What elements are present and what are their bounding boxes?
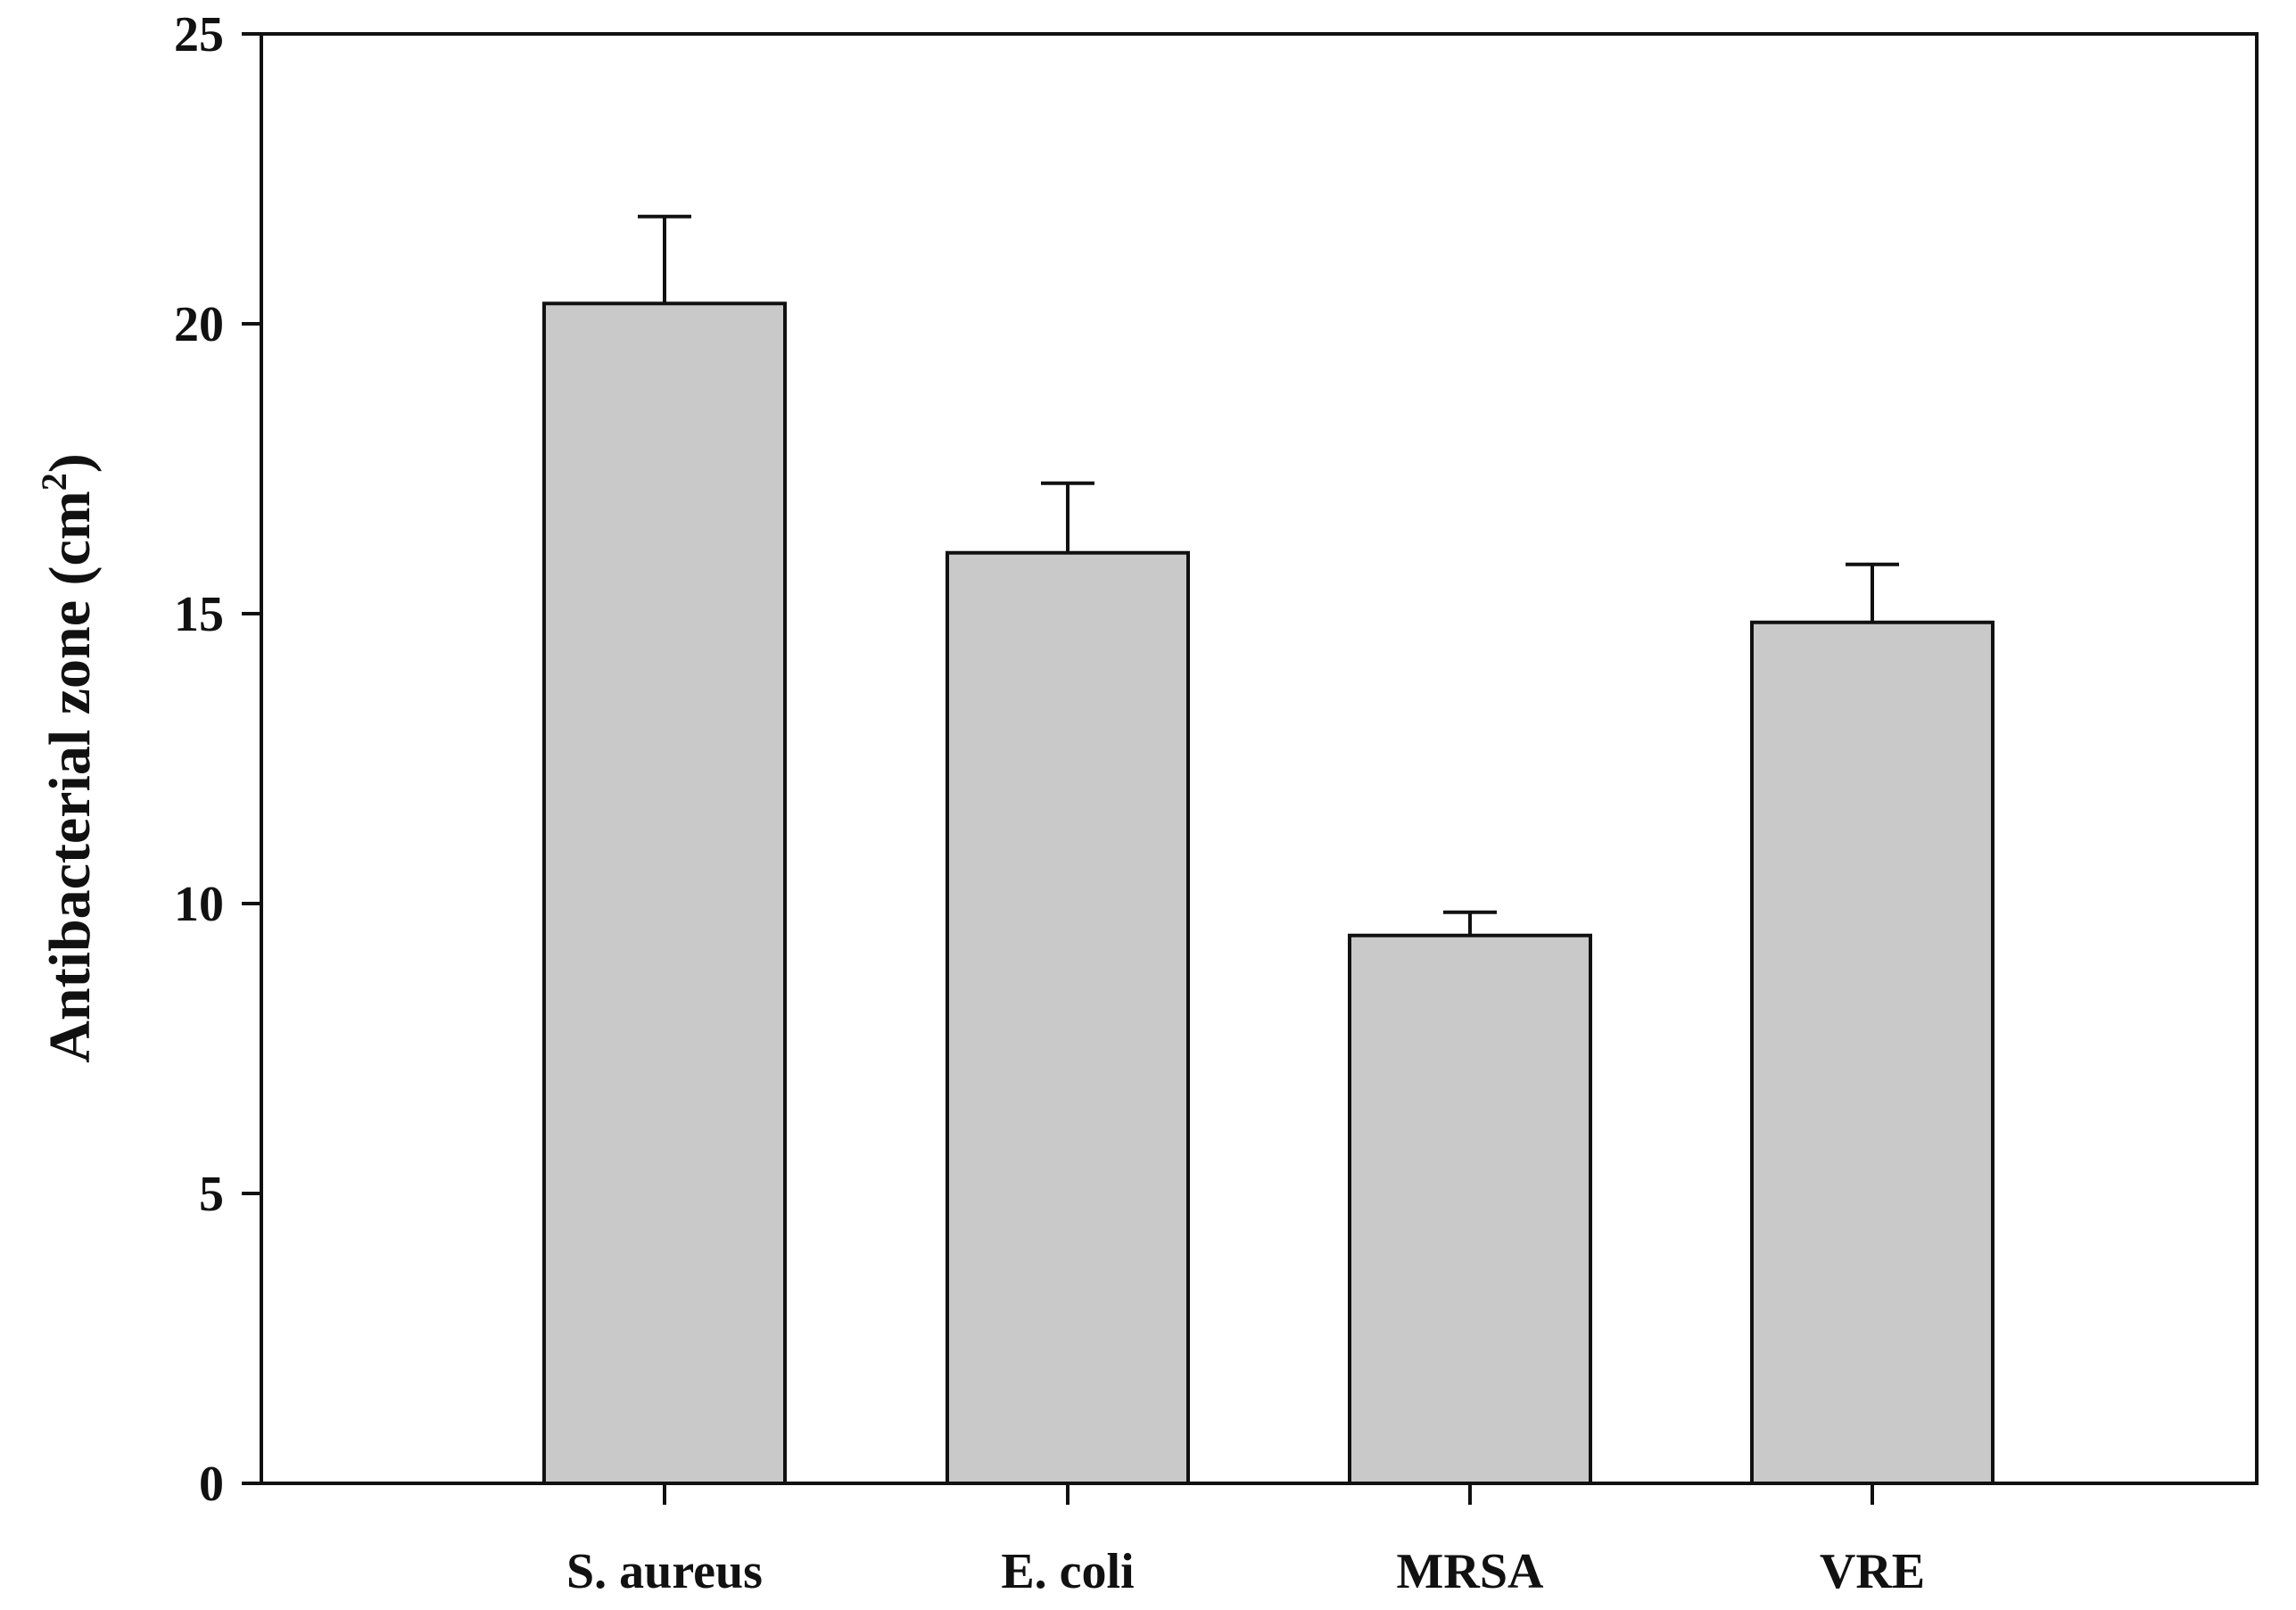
x-tick-label: E. coli (1001, 1544, 1134, 1599)
y-tick-label: 20 (174, 297, 224, 352)
bar-vre (1750, 620, 1995, 1485)
error-bars-layer (638, 214, 1899, 936)
x-tick-label: VRE (1820, 1544, 1925, 1599)
y-axis-title-suffix: ) (37, 453, 103, 473)
x-tick-label: MRSA (1397, 1544, 1544, 1599)
y-tick-label: 15 (174, 587, 224, 642)
bar-e-coli (946, 550, 1190, 1485)
x-tick-label: S. aureus (566, 1544, 763, 1599)
y-tick-label: 25 (174, 7, 224, 62)
y-tick-label: 5 (199, 1167, 224, 1222)
y-axis-title: Antibacterial zone (cm2) (34, 453, 103, 1062)
y-tick-label: 0 (199, 1457, 224, 1512)
y-tick-label: 10 (174, 877, 224, 932)
bars-layer (542, 301, 1995, 1485)
plot-frame (260, 32, 2259, 1485)
y-axis: 0 5 10 15 20 25 (174, 7, 261, 1512)
y-axis-title-superscript: 2 (34, 473, 74, 491)
bar-mrsa (1348, 933, 1592, 1485)
bar-s-aureus (542, 301, 787, 1485)
y-axis-title-text: Antibacterial zone (cm (37, 491, 103, 1062)
x-axis: S. aureus E. coli MRSA VRE (566, 1483, 1925, 1599)
